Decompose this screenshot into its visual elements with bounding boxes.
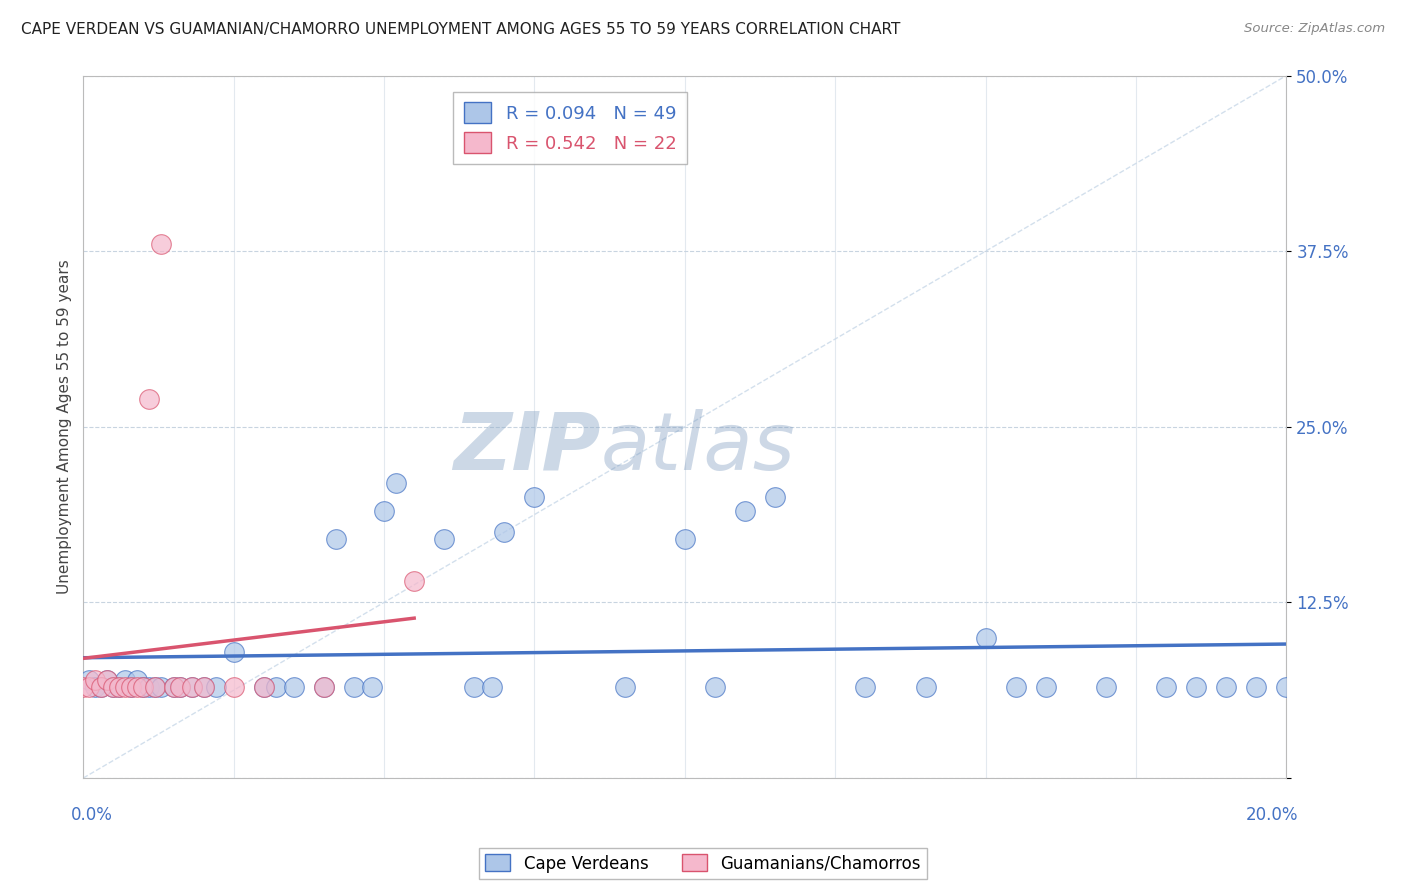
Point xyxy=(114,673,136,687)
Point xyxy=(127,680,149,694)
Point xyxy=(120,680,142,694)
Point xyxy=(193,680,215,694)
Point xyxy=(433,532,456,546)
Text: CAPE VERDEAN VS GUAMANIAN/CHAMORRO UNEMPLOYMENT AMONG AGES 55 TO 59 YEARS CORREL: CAPE VERDEAN VS GUAMANIAN/CHAMORRO UNEMP… xyxy=(21,22,900,37)
Point xyxy=(1215,680,1237,694)
Text: atlas: atlas xyxy=(600,409,796,487)
Point xyxy=(150,237,173,252)
Point xyxy=(1095,680,1118,694)
Point xyxy=(613,680,636,694)
Point xyxy=(253,680,276,694)
Point xyxy=(114,680,136,694)
Y-axis label: Unemployment Among Ages 55 to 59 years: Unemployment Among Ages 55 to 59 years xyxy=(58,260,72,594)
Point xyxy=(463,680,485,694)
Point xyxy=(523,490,546,504)
Point xyxy=(84,673,107,687)
Point xyxy=(127,673,149,687)
Point xyxy=(108,680,131,694)
Legend: Cape Verdeans, Guamanians/Chamorros: Cape Verdeans, Guamanians/Chamorros xyxy=(478,847,928,880)
Point xyxy=(138,680,160,694)
Point xyxy=(1246,680,1268,694)
Text: 20.0%: 20.0% xyxy=(1246,806,1299,824)
Text: Source: ZipAtlas.com: Source: ZipAtlas.com xyxy=(1244,22,1385,36)
Point xyxy=(145,680,167,694)
Point xyxy=(325,532,347,546)
Point xyxy=(96,673,118,687)
Point xyxy=(312,680,335,694)
Point xyxy=(853,680,876,694)
Point xyxy=(108,680,131,694)
Point xyxy=(103,680,125,694)
Point xyxy=(404,574,426,589)
Point xyxy=(169,680,191,694)
Point xyxy=(1275,680,1298,694)
Point xyxy=(914,680,936,694)
Point xyxy=(120,680,142,694)
Point xyxy=(373,504,395,518)
Point xyxy=(79,673,101,687)
Point xyxy=(481,680,503,694)
Point xyxy=(193,680,215,694)
Point xyxy=(1185,680,1208,694)
Point xyxy=(361,680,384,694)
Point xyxy=(79,680,101,694)
Point xyxy=(763,490,786,504)
Point xyxy=(150,680,173,694)
Point xyxy=(84,680,107,694)
Point xyxy=(180,680,202,694)
Point xyxy=(103,680,125,694)
Point xyxy=(132,680,155,694)
Point xyxy=(253,680,276,694)
Point xyxy=(222,680,245,694)
Point xyxy=(162,680,184,694)
Point xyxy=(974,631,997,645)
Point xyxy=(132,680,155,694)
Point xyxy=(96,673,118,687)
Point xyxy=(72,680,94,694)
Point xyxy=(494,525,516,540)
Point xyxy=(1035,680,1057,694)
Legend: R = 0.094   N = 49, R = 0.542   N = 22: R = 0.094 N = 49, R = 0.542 N = 22 xyxy=(453,92,688,164)
Point xyxy=(138,392,160,406)
Point xyxy=(204,680,226,694)
Point xyxy=(704,680,727,694)
Point xyxy=(312,680,335,694)
Point xyxy=(90,680,112,694)
Point xyxy=(90,680,112,694)
Point xyxy=(162,680,184,694)
Text: 0.0%: 0.0% xyxy=(72,806,112,824)
Point xyxy=(1004,680,1026,694)
Point xyxy=(1154,680,1177,694)
Point xyxy=(673,532,696,546)
Point xyxy=(145,680,167,694)
Point xyxy=(283,680,305,694)
Point xyxy=(180,680,202,694)
Point xyxy=(169,680,191,694)
Text: ZIP: ZIP xyxy=(453,409,600,487)
Point xyxy=(343,680,366,694)
Point xyxy=(264,680,287,694)
Point xyxy=(385,475,408,490)
Point xyxy=(734,504,756,518)
Point xyxy=(222,644,245,658)
